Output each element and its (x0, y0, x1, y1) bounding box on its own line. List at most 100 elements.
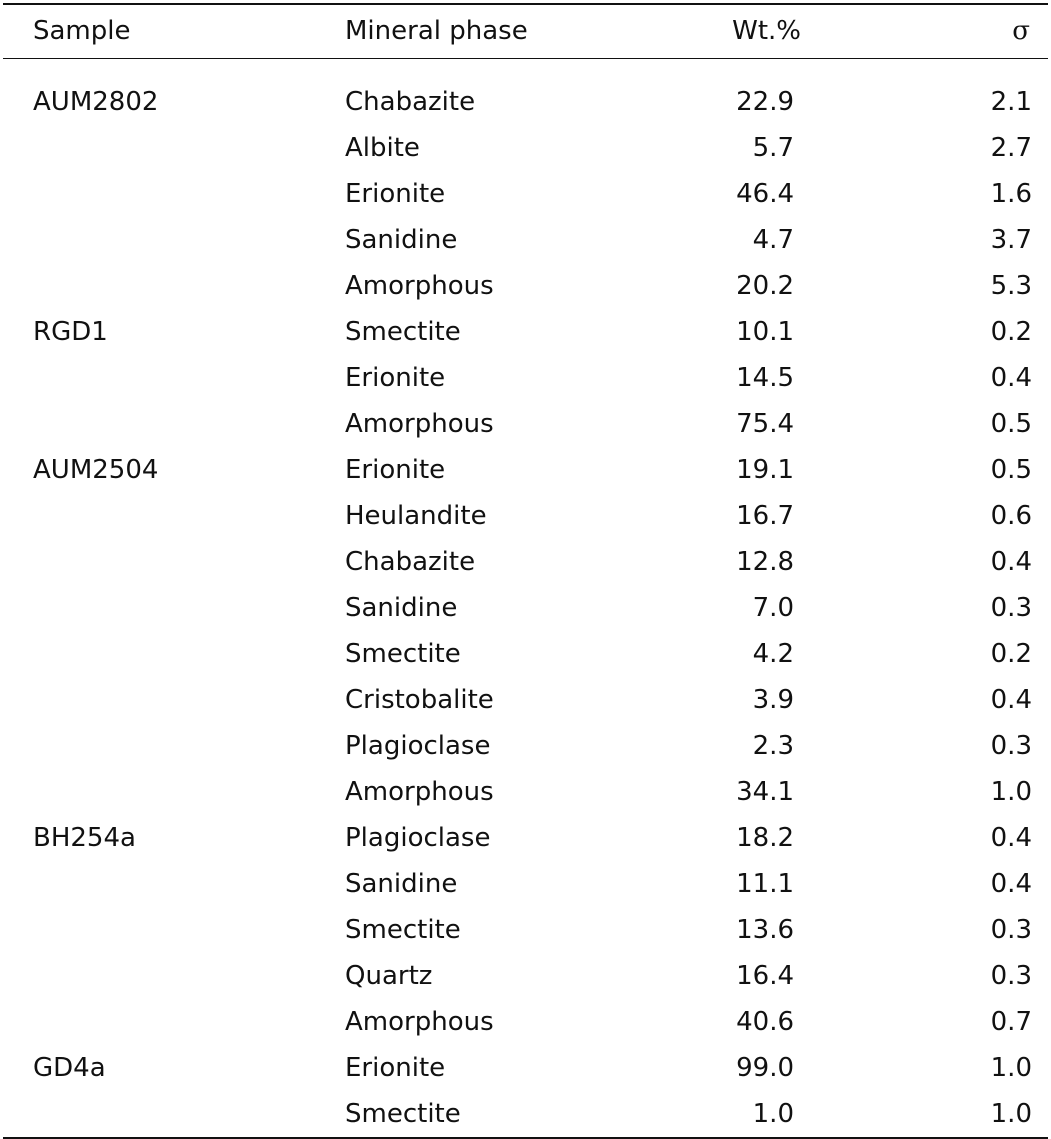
table-row: Smectite 13.6 0.3 (3, 907, 1048, 953)
cell-mineral-phase: Amorphous (345, 409, 494, 439)
cell-wt-percent: 16.7 (736, 501, 794, 531)
cell-mineral-phase: Plagioclase (345, 823, 491, 853)
cell-sigma: 0.6 (990, 501, 1032, 531)
cell-sigma: 0.5 (990, 409, 1032, 439)
table-row: Albite 5.7 2.7 (3, 125, 1048, 171)
cell-sample (3, 125, 314, 171)
cell-sigma: 1.6 (990, 179, 1032, 209)
cell-mineral-phase: Erionite (345, 455, 446, 485)
cell-sample (3, 677, 314, 723)
data-table: Sample Mineral phase Wt.% σ AUM2802 Chaba… (3, 5, 1048, 1137)
header-sample: Sample (33, 16, 131, 46)
cell-sample: BH254a (33, 823, 136, 853)
table-row: Amorphous 40.6 0.7 (3, 999, 1048, 1045)
cell-sample (3, 355, 314, 401)
cell-sample (3, 401, 314, 447)
cell-sigma: 3.7 (990, 225, 1032, 255)
header-row: Sample Mineral phase Wt.% σ (3, 5, 1048, 58)
table-row: Cristobalite 3.9 0.4 (3, 677, 1048, 723)
cell-mineral-phase: Cristobalite (345, 685, 494, 715)
table-row: GD4a Erionite 99.0 1.0 (3, 1045, 1048, 1091)
header-rule (3, 58, 1048, 59)
cell-sample (3, 769, 314, 815)
cell-sample (3, 999, 314, 1045)
cell-wt-percent: 16.4 (736, 961, 794, 991)
table-row: Quartz 16.4 0.3 (3, 953, 1048, 999)
table-row: Plagioclase 2.3 0.3 (3, 723, 1048, 769)
table-header: Sample Mineral phase Wt.% σ (3, 5, 1048, 59)
mineral-phase-table: Sample Mineral phase Wt.% σ AUM2802 Chaba… (3, 3, 1048, 1139)
cell-wt-percent: 34.1 (736, 777, 794, 807)
cell-wt-percent: 20.2 (736, 271, 794, 301)
cell-wt-percent: 7.0 (752, 593, 794, 623)
table-row: RGD1 Smectite 10.1 0.2 (3, 309, 1048, 355)
cell-wt-percent: 99.0 (736, 1053, 794, 1083)
cell-mineral-phase: Smectite (345, 1099, 461, 1129)
cell-sigma: 5.3 (990, 271, 1032, 301)
cell-mineral-phase: Smectite (345, 639, 461, 669)
cell-mineral-phase: Sanidine (345, 225, 458, 255)
cell-sigma: 1.0 (990, 1099, 1032, 1129)
table-row: Erionite 14.5 0.4 (3, 355, 1048, 401)
table-row: Heulandite 16.7 0.6 (3, 493, 1048, 539)
cell-sigma: 0.3 (990, 731, 1032, 761)
cell-wt-percent: 4.7 (752, 225, 794, 255)
cell-mineral-phase: Smectite (345, 317, 461, 347)
header-wt-percent: Wt.% (732, 16, 801, 46)
table-row: Sanidine 11.1 0.4 (3, 861, 1048, 907)
cell-sample: GD4a (33, 1053, 106, 1083)
cell-mineral-phase: Erionite (345, 1053, 446, 1083)
cell-sigma: 0.3 (990, 961, 1032, 991)
cell-sample (3, 861, 314, 907)
cell-sample (3, 493, 314, 539)
cell-mineral-phase: Sanidine (345, 869, 458, 899)
cell-wt-percent: 2.3 (752, 731, 794, 761)
cell-sample (3, 171, 314, 217)
cell-mineral-phase: Chabazite (345, 87, 476, 117)
cell-mineral-phase: Smectite (345, 915, 461, 945)
table-row: AUM2504 Erionite 19.1 0.5 (3, 447, 1048, 493)
cell-sample: AUM2504 (33, 455, 159, 485)
cell-wt-percent: 18.2 (736, 823, 794, 853)
cell-wt-percent: 5.7 (752, 133, 794, 163)
table-row: Amorphous 34.1 1.0 (3, 769, 1048, 815)
cell-wt-percent: 19.1 (736, 455, 794, 485)
cell-sigma: 2.7 (990, 133, 1032, 163)
table-row: Sanidine 7.0 0.3 (3, 585, 1048, 631)
table-body: AUM2802 Chabazite 22.9 2.1 Albite 5.7 2.7 Erion… (3, 59, 1048, 1137)
cell-sample (3, 723, 314, 769)
cell-sigma: 0.4 (990, 869, 1032, 899)
cell-mineral-phase: Sanidine (345, 593, 458, 623)
cell-sigma: 0.3 (990, 593, 1032, 623)
cell-mineral-phase: Plagioclase (345, 731, 491, 761)
table-row: BH254a Plagioclase 18.2 0.4 (3, 815, 1048, 861)
table-row: Chabazite 12.8 0.4 (3, 539, 1048, 585)
cell-mineral-phase: Albite (345, 133, 420, 163)
cell-sigma: 0.4 (990, 547, 1032, 577)
table-row: Amorphous 20.2 5.3 (3, 263, 1048, 309)
cell-sigma: 0.5 (990, 455, 1032, 485)
cell-mineral-phase: Erionite (345, 363, 446, 393)
cell-wt-percent: 4.2 (752, 639, 794, 669)
cell-sigma: 0.2 (990, 639, 1032, 669)
cell-sample (3, 953, 314, 999)
cell-sigma: 0.4 (990, 685, 1032, 715)
cell-sample (3, 539, 314, 585)
header-mineral-phase: Mineral phase (345, 16, 528, 46)
cell-sample: AUM2802 (33, 87, 159, 117)
cell-mineral-phase: Quartz (345, 961, 433, 991)
cell-sample (3, 217, 314, 263)
cell-sample (3, 263, 314, 309)
cell-sigma: 1.0 (990, 1053, 1032, 1083)
cell-wt-percent: 1.0 (752, 1099, 794, 1129)
cell-sample (3, 585, 314, 631)
cell-wt-percent: 14.5 (736, 363, 794, 393)
cell-sample: RGD1 (33, 317, 108, 347)
cell-sigma: 0.2 (990, 317, 1032, 347)
cell-sample (3, 907, 314, 953)
cell-mineral-phase: Amorphous (345, 777, 494, 807)
cell-mineral-phase: Amorphous (345, 271, 494, 301)
cell-wt-percent: 10.1 (736, 317, 794, 347)
cell-sigma: 0.4 (990, 363, 1032, 393)
cell-sample (3, 1091, 314, 1137)
